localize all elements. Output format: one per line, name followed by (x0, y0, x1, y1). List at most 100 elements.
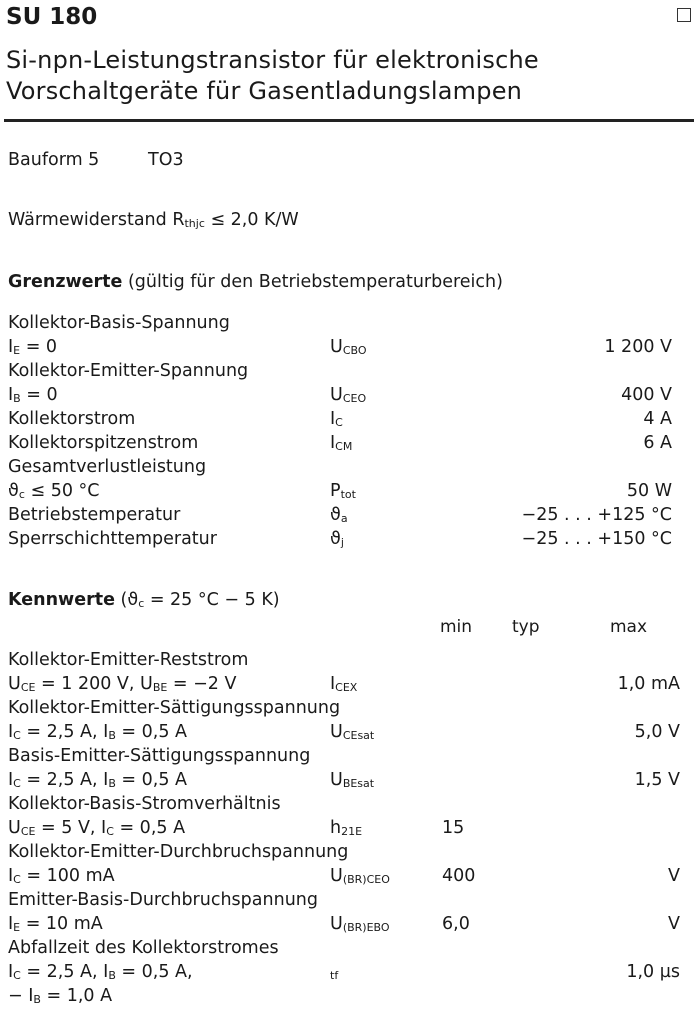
parameter-label: IE = 0 (8, 337, 58, 357)
table-row: Kollektor-Emitter-Spannung (0, 361, 700, 385)
table-row: Kollektor-Emitter-Durchbruchspannung (0, 842, 700, 866)
table-row: UCE = 1 200 V, UBE = −2 V ICEX 1,0 mA (0, 674, 700, 698)
max-value: 1,0 mA (617, 674, 680, 694)
symbol: ICEX (330, 674, 358, 694)
symbol: h21E (330, 818, 363, 838)
parameter-label: UCE = 5 V, IC = 0,5 A (8, 818, 186, 838)
parameter-label: Emitter-Basis-Durchbruchspannung (8, 890, 318, 910)
parameter-label: IC = 100 mA (8, 866, 115, 886)
parameter-label: Kollektor-Emitter-Sättigungsspannung (8, 698, 341, 718)
parameter-label: ϑc ≤ 50 °C (8, 481, 100, 501)
max-value: 5,0 V (634, 722, 680, 742)
max-value: V (668, 914, 680, 934)
parameter-label: Kollektorspitzenstrom (8, 433, 199, 453)
table-row: Kollektor-Emitter-Reststrom (0, 650, 700, 674)
grenzwerte-note: (gültig für den Betriebstemperaturbereic… (122, 272, 503, 292)
symbol: Ptot (330, 481, 356, 501)
col-max-header: max (610, 617, 648, 637)
table-row: Abfallzeit des Kollektorstromes (0, 938, 700, 962)
table-row: IC = 100 mA U(BR)CEO 400 V (0, 866, 700, 890)
max-value: −25 . . . +125 °C (521, 505, 672, 525)
kennwerte-note-rest: = 25 °C − 5 K) (144, 590, 280, 610)
package-type: TO3 (148, 150, 184, 170)
page-title: SU 180 (6, 4, 98, 30)
max-value: 1,0 µs (626, 962, 680, 982)
parameter-label: IC = 2,5 A, IB = 0,5 A (8, 722, 188, 742)
max-value: −25 . . . +150 °C (521, 529, 672, 549)
table-row: IC = 2,5 A, IB = 0,5 A, tf 1,0 µs (0, 962, 700, 986)
col-typ-header: typ (512, 617, 540, 637)
table-row: IC = 2,5 A, IB = 0,5 A UBEsat 1,5 V (0, 770, 700, 794)
table-row: Gesamtverlustleistung (0, 457, 700, 481)
symbol: U(BR)CEO (330, 866, 390, 886)
grenzwerte-heading: Grenzwerte (gültig für den Betriebstempe… (8, 272, 503, 292)
min-value: 6,0 (442, 914, 470, 934)
parameter-label: IE = 10 mA (8, 914, 103, 934)
parameter-label: Kollektor-Emitter-Reststrom (8, 650, 249, 670)
symbol: IC (330, 409, 343, 429)
max-value: 6 A (643, 433, 672, 453)
table-row: IE = 10 mA U(BR)EBO 6,0 V (0, 914, 700, 938)
min-value: 400 (442, 866, 476, 886)
parameter-label: IB = 0 (8, 385, 58, 405)
parameter-label: IC = 2,5 A, IB = 0,5 A (8, 770, 188, 790)
parameter-label: Kollektorstrom (8, 409, 136, 429)
thermal-resistance: Wärmewiderstand Rthjc ≤ 2,0 K/W (8, 210, 299, 230)
table-row: IE = 0 UCBO 1 200 V (0, 337, 700, 361)
parameter-label: IC = 2,5 A, IB = 0,5 A, (8, 962, 193, 982)
col-min-header: min (440, 617, 473, 637)
parameter-label: Abfallzeit des Kollektorstromes (8, 938, 279, 958)
parameter-label: − IB = 1,0 A (8, 986, 113, 1006)
symbol: ϑa (330, 505, 348, 525)
thermal-label: Wärmewiderstand R (8, 210, 185, 230)
table-row: UCE = 5 V, IC = 0,5 A h21E 15 (0, 818, 700, 842)
symbol: U(BR)EBO (330, 914, 390, 934)
table-row: Kollektorstrom IC 4 A (0, 409, 700, 433)
kennwerte-note-sub: c (138, 597, 145, 610)
table-row: Sperrschichttemperatur ϑj −25 . . . +150 °… (0, 529, 700, 553)
symbol: UCBO (330, 337, 367, 357)
table-row: Kollektor-Basis-Spannung (0, 313, 700, 337)
symbol: ϑj (330, 529, 344, 549)
parameter-label: Kollektor-Emitter-Durchbruchspannung (8, 842, 349, 862)
max-value: 4 A (643, 409, 672, 429)
table-row: Kollektor-Emitter-Sättigungsspannung (0, 698, 700, 722)
thermal-sub: thjc (184, 217, 205, 230)
symbol: ICM (330, 433, 353, 453)
parameter-label: Kollektor-Emitter-Spannung (8, 361, 249, 381)
max-value: 400 V (621, 385, 672, 405)
max-value: V (668, 866, 680, 886)
max-value: 50 W (626, 481, 672, 501)
table-row: ϑc ≤ 50 °C Ptot 50 W (0, 481, 700, 505)
max-value: 1,5 V (634, 770, 680, 790)
symbol: UCEsat (330, 722, 375, 742)
grenzwerte-title: Grenzwerte (8, 272, 123, 292)
max-value: 1 200 V (604, 337, 672, 357)
parameter-label: Kollektor-Basis-Stromverhältnis (8, 794, 281, 814)
parameter-label: Betriebstemperatur (8, 505, 181, 525)
table-row: Kollektorspitzenstrom ICM 6 A (0, 433, 700, 457)
checkbox[interactable] (677, 8, 691, 22)
kennwerte-heading: Kennwerte (ϑc = 25 °C − 5 K) (8, 590, 280, 610)
symbol: UBEsat (330, 770, 375, 790)
subtitle-line-2: Vorschaltgeräte für Gasentladungslampen (6, 77, 523, 105)
table-row: − IB = 1,0 A (0, 986, 700, 1010)
kennwerte-title: Kennwerte (8, 590, 115, 610)
kennwerte-note: (ϑ (114, 590, 139, 610)
bauform-label: Bauform 5 (8, 150, 100, 170)
table-row: Kollektor-Basis-Stromverhältnis (0, 794, 700, 818)
thermal-value: ≤ 2,0 K/W (204, 210, 299, 230)
parameter-label: Gesamtverlustleistung (8, 457, 207, 477)
subtitle-line-1: Si-npn-Leistungstransistor für elektroni… (6, 46, 539, 74)
min-value: 15 (442, 818, 465, 838)
table-row: Betriebstemperatur ϑa −25 . . . +125 °C (0, 505, 700, 529)
parameter-label: UCE = 1 200 V, UBE = −2 V (8, 674, 237, 694)
table-row: IB = 0 UCEO 400 V (0, 385, 700, 409)
divider (4, 119, 694, 122)
table-row: Emitter-Basis-Durchbruchspannung (0, 890, 700, 914)
table-row: IC = 2,5 A, IB = 0,5 A UCEsat 5,0 V (0, 722, 700, 746)
parameter-label: Basis-Emitter-Sättigungsspannung (8, 746, 311, 766)
symbol: tf (330, 969, 339, 982)
table-row: Basis-Emitter-Sättigungsspannung (0, 746, 700, 770)
parameter-label: Kollektor-Basis-Spannung (8, 313, 230, 333)
